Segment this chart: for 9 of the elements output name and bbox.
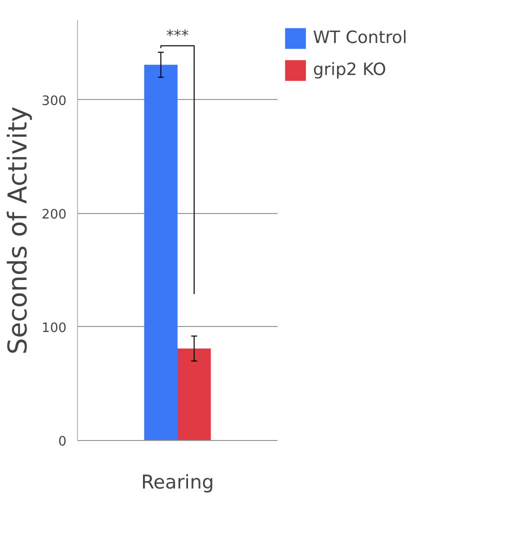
y-tick-label: 300 [42,94,67,109]
y-tick-label: 100 [42,320,67,336]
legend-label: WT Control [313,28,408,48]
y-tick-label: 200 [42,207,67,222]
legend-label: grip2 KO [313,60,386,80]
y-axis-title: Seconds of Activity [4,106,34,355]
annotation: *** [166,26,190,45]
x-tick-label: Rearing [141,472,214,494]
y-tick-label: 0 [58,434,67,450]
